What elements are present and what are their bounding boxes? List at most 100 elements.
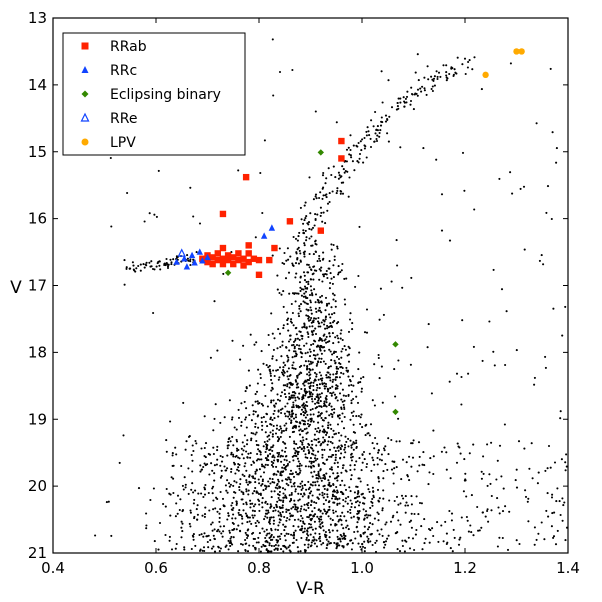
background-star [306,367,309,370]
background-star [456,56,459,59]
background-star [288,386,291,389]
background-star [226,479,229,482]
background-star [265,534,268,537]
background-star [231,501,234,505]
background-star [299,550,302,553]
background-star [305,280,308,284]
background-star [297,347,301,350]
background-star [172,477,175,480]
background-star [505,310,508,313]
background-star [249,452,252,455]
background-star [271,455,274,458]
background-star [334,305,337,308]
background-star [244,512,247,515]
background-star [317,463,320,466]
background-star [331,413,334,416]
background-star [264,463,267,466]
background-star [307,543,310,546]
background-star [509,62,512,65]
background-star [216,349,219,352]
background-star [384,463,387,466]
background-star [318,429,322,432]
background-star [194,489,197,492]
background-star [237,416,241,419]
background-star [166,266,170,270]
background-star [315,477,318,480]
background-star [387,79,390,82]
background-star [213,417,216,420]
background-star [286,311,289,314]
background-star [370,469,373,472]
background-star [331,321,335,324]
background-star [335,523,338,526]
background-star [200,468,203,471]
background-star [299,440,302,443]
background-star [245,426,248,429]
series-lpv [482,48,525,79]
background-star [386,117,389,121]
data-point [286,218,294,225]
background-star [310,483,313,486]
background-star [433,75,436,78]
background-star [270,490,273,493]
background-star [316,384,319,387]
background-star [331,282,334,285]
legend-label: RRe [110,111,137,127]
background-star [334,453,337,456]
background-star [362,376,365,379]
background-star [466,519,469,522]
background-star [381,534,384,537]
background-star [428,541,431,544]
background-star [533,526,536,529]
data-point [224,269,232,276]
background-star [405,101,408,104]
background-star [314,354,317,357]
background-star [317,325,320,328]
background-star [481,511,484,514]
background-star [255,525,258,528]
background-star [215,463,218,466]
background-star [179,498,182,501]
background-star [178,508,181,512]
background-star [309,523,312,526]
background-star [312,539,315,542]
background-star [294,337,297,340]
background-star [281,340,284,343]
background-star [332,490,335,493]
background-star [312,389,315,392]
background-star [298,406,301,409]
background-star [480,88,483,91]
background-star [349,312,352,315]
background-star [275,506,278,509]
background-star [279,513,282,516]
background-star [222,530,225,533]
background-star [300,218,303,221]
background-star [418,455,421,458]
background-star [273,481,276,484]
background-star [209,356,212,359]
background-star [316,386,319,389]
background-star [148,261,151,264]
background-star [261,211,264,215]
background-star [313,520,316,523]
background-star [222,504,225,507]
background-star [559,410,562,413]
background-star [367,514,370,517]
background-star [219,525,222,528]
background-star [325,395,328,398]
background-star [272,412,275,415]
background-star [271,429,274,432]
background-star [303,279,307,282]
background-star [379,124,383,127]
background-star [331,385,334,388]
background-star [369,137,372,140]
background-star [360,493,363,496]
background-star [322,275,325,278]
background-star [395,440,398,443]
background-star [312,381,315,384]
background-star [283,262,286,265]
background-star [384,445,387,448]
background-star [413,548,416,552]
background-star [273,544,276,548]
background-star [303,244,306,247]
